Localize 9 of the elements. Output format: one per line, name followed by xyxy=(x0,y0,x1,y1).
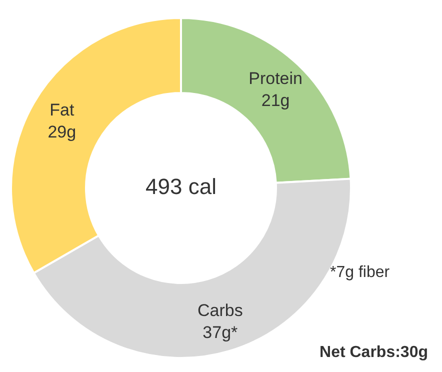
slice-label: Fat xyxy=(50,100,74,120)
data-label: 29g xyxy=(48,122,76,142)
text: *7g fiber xyxy=(330,264,390,281)
slice-label: Protein xyxy=(248,69,302,88)
data-label: 21g xyxy=(261,91,290,110)
text: 493 cal xyxy=(146,174,216,199)
text: Net Carbs:30g xyxy=(320,344,428,361)
data-label: 37g* xyxy=(202,322,238,342)
slice-label: Carbs xyxy=(197,300,243,320)
